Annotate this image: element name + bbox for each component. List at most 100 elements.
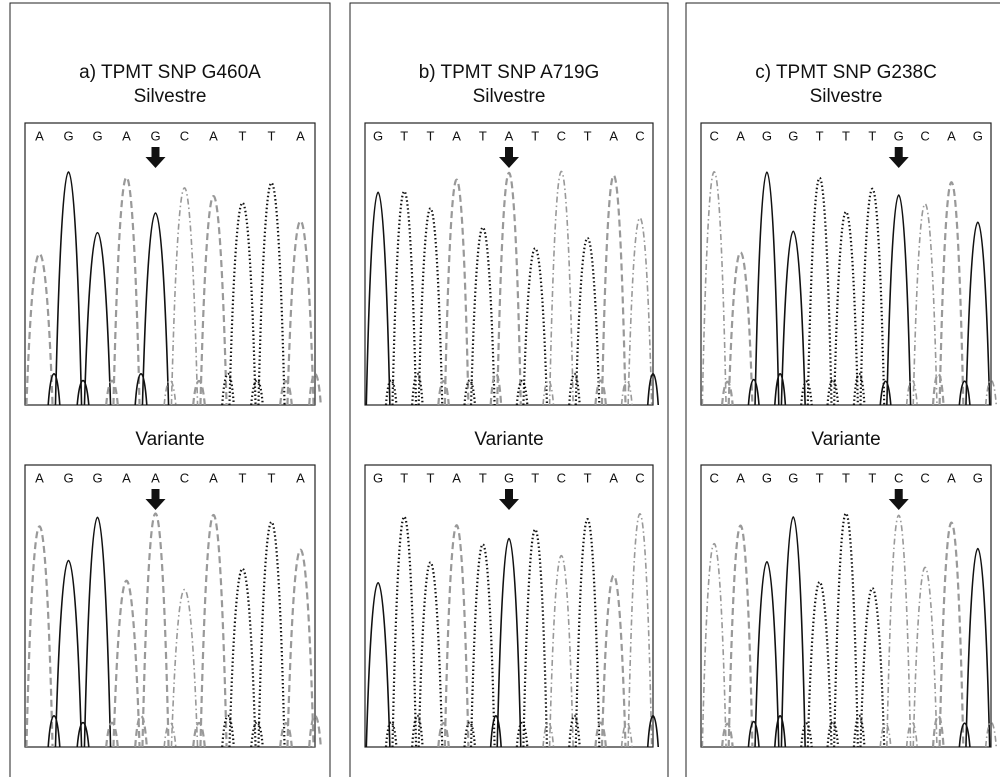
minor-peak <box>622 723 632 747</box>
base-letter: T <box>268 470 276 485</box>
panel-title: c) TPMT SNP G238C <box>755 62 937 83</box>
minor-peak <box>595 723 605 747</box>
peak <box>471 227 495 405</box>
base-letter: G <box>973 470 983 485</box>
base-letter: T <box>842 470 850 485</box>
peak <box>602 176 626 405</box>
minor-peak <box>222 374 234 405</box>
peak <box>861 588 885 747</box>
minor-peak <box>412 374 422 405</box>
peak <box>229 203 255 405</box>
base-letter: C <box>920 470 929 485</box>
base-letter: T <box>531 470 539 485</box>
minor-peak <box>48 374 60 405</box>
base-letter: A <box>505 128 514 143</box>
minor-peak <box>222 716 234 747</box>
peak <box>576 519 600 747</box>
peak <box>287 221 313 405</box>
base-letter: T <box>400 470 408 485</box>
minor-peak <box>828 380 839 405</box>
base-letter: C <box>894 470 903 485</box>
minor-peak <box>517 381 527 405</box>
minor-peak <box>135 374 147 405</box>
base-letter: C <box>180 470 189 485</box>
peak <box>628 218 652 405</box>
minor-peak <box>412 716 422 747</box>
minor-peak <box>959 381 970 405</box>
peak <box>861 189 885 405</box>
base-letter: A <box>35 470 44 485</box>
peak <box>523 248 547 405</box>
minor-peak <box>464 380 474 405</box>
peak <box>834 513 858 747</box>
base-letter: G <box>150 128 160 143</box>
base-letter: T <box>868 470 876 485</box>
minor-peak <box>748 380 759 405</box>
base-letter: G <box>373 128 383 143</box>
base-letter: C <box>635 128 644 143</box>
panel-title: b) TPMT SNP A719G <box>419 62 600 83</box>
minor-peak <box>722 382 733 405</box>
figure: a) TPMT SNP G460ASilvestreAGGAGCATTAVari… <box>0 0 1000 777</box>
minor-peak <box>933 374 944 405</box>
peak <box>445 525 469 747</box>
base-letter: A <box>209 128 218 143</box>
minor-peak <box>801 382 812 405</box>
chromatogram <box>366 514 658 747</box>
minor-peak <box>438 381 448 405</box>
base-letter: T <box>479 470 487 485</box>
peak <box>834 212 858 405</box>
peak <box>200 515 226 747</box>
trace-box <box>25 123 315 405</box>
base-letter: G <box>762 128 772 143</box>
trace-box <box>701 465 991 747</box>
peak <box>55 172 81 405</box>
peak <box>113 177 139 405</box>
peak <box>287 550 313 747</box>
minor-peak <box>569 374 579 405</box>
base-letter: G <box>894 128 904 143</box>
minor-peak <box>959 723 970 747</box>
minor-peak <box>801 724 812 747</box>
base-letter: T <box>816 128 824 143</box>
minor-peak <box>193 723 205 747</box>
peak <box>171 590 197 747</box>
peak <box>602 575 626 747</box>
minor-peak <box>164 722 176 747</box>
trace-label: Silvestre <box>810 86 883 107</box>
peak <box>523 529 547 747</box>
minor-peak <box>106 723 118 747</box>
minor-peak <box>907 722 918 747</box>
peak <box>142 513 168 747</box>
chromatogram <box>702 513 996 747</box>
peak <box>26 254 52 405</box>
panel-frame <box>350 3 668 777</box>
chromatogram <box>702 172 996 405</box>
minor-peak <box>251 722 263 747</box>
minor-peak <box>595 381 605 405</box>
peak <box>419 208 443 405</box>
minor-peak <box>386 722 396 747</box>
trace-label: Silvestre <box>473 86 546 107</box>
base-letter: A <box>122 470 131 485</box>
chromatogram <box>26 172 320 405</box>
minor-peak <box>77 381 89 405</box>
peak <box>392 517 416 747</box>
peak <box>113 581 139 747</box>
peak <box>628 514 652 747</box>
peak <box>887 515 911 747</box>
base-letter: T <box>816 470 824 485</box>
peak <box>84 517 110 747</box>
minor-peak <box>775 374 786 405</box>
minor-peak <box>775 716 786 747</box>
base-letter: G <box>762 470 772 485</box>
minor-peak <box>517 723 527 747</box>
base-letter: G <box>92 128 102 143</box>
base-letter: A <box>209 470 218 485</box>
minor-peak <box>880 723 891 747</box>
peak <box>229 569 255 747</box>
peak <box>702 172 726 405</box>
chromatogram <box>26 513 320 747</box>
base-letter: A <box>35 128 44 143</box>
minor-peak <box>251 380 263 405</box>
